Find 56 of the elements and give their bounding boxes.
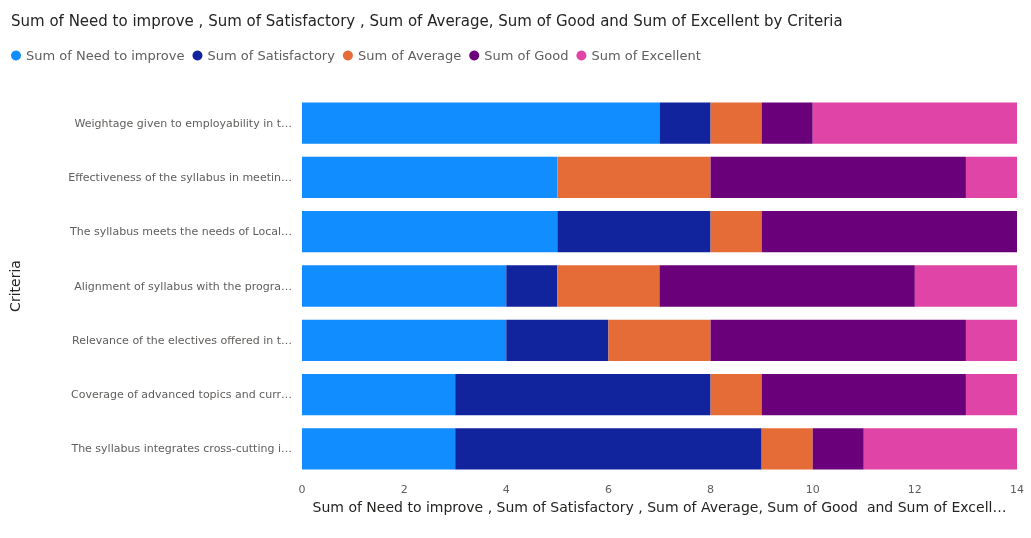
bar [557,211,711,253]
legend-label: Sum of Satisfactory [207,48,336,63]
bar [761,373,966,416]
legend-label: Sum of Need to improve [26,48,185,63]
bar [608,319,711,361]
bar [812,102,1017,144]
bar [710,156,966,199]
y-tick-label: The syllabus integrates cross-cutting i… [70,442,292,456]
bar [710,102,762,144]
bar [761,211,1017,253]
x-tick-label: 4 [502,483,510,496]
y-tick-label: The syllabus meets the needs of Local… [69,225,292,239]
bar [302,265,507,307]
x-tick-label: 14 [1010,483,1024,496]
x-tick-label: 6 [604,483,612,496]
bar [302,102,660,144]
bar [965,373,1017,416]
bar [506,319,609,361]
bar [302,428,456,470]
bar [659,102,711,144]
bar [455,373,711,416]
x-tick-label: 2 [400,483,408,496]
bar [863,428,1017,470]
bar [761,428,813,470]
y-tick-label: Coverage of advanced topics and curr… [71,388,292,402]
bar [761,102,813,144]
chart-title: Sum of Need to improve , Sum of Satisfactory , Sum of Average, Sum of Good and Sum of Excellent by Criteria [11,11,843,30]
bar [302,319,507,361]
bar [710,319,966,361]
bar [302,373,456,416]
bar [302,211,558,253]
bar [812,428,864,470]
legend-label: Sum of Excellent [591,48,701,63]
legend-label: Sum of Average [357,48,462,63]
y-tick-label: Relevance of the electives offered in t… [72,333,292,347]
y-tick-label: Effectiveness of the syllabus in meetin… [68,170,292,184]
y-axis-title: Criteria [7,260,23,312]
bar [965,156,1017,199]
bar [557,265,660,307]
bar [557,156,711,199]
bar [965,319,1017,361]
x-axis-title: Sum of Need to improve , Sum of Satisfactory , Sum of Average, Sum of Good and Sum of Excell… [312,499,1007,515]
x-tick-label: 8 [707,483,715,496]
bar [455,428,762,470]
x-tick-label: 12 [907,483,922,496]
bar [710,211,762,253]
bar [302,156,558,199]
x-tick-label: 10 [805,483,820,496]
y-tick-label: Weightage given to employability in t… [74,116,292,130]
bar [506,265,558,307]
legend-label: Sum of Good [484,48,569,63]
x-tick-label: 0 [298,483,306,496]
y-tick-label: Alignment of syllabus with the progra… [74,279,292,293]
bar [659,265,915,307]
bar [914,265,1017,307]
bar [710,373,762,416]
